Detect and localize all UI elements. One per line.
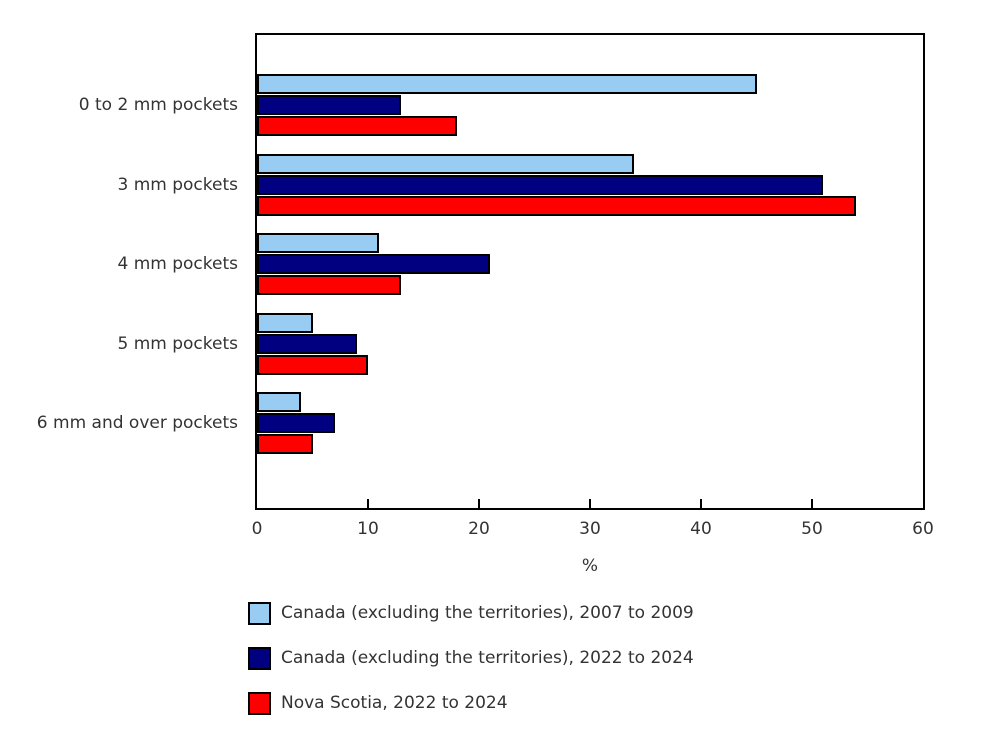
bar-s0-c1 (257, 153, 635, 174)
x-axis-tick-label: 0 (251, 519, 263, 539)
legend-item-0: Canada (excluding the territories), 2007… (248, 601, 694, 625)
plot-area (255, 33, 925, 510)
bar-s0-c0 (257, 74, 757, 94)
legend-item-1: Canada (excluding the territories), 2022… (248, 646, 694, 670)
legend-label: Canada (excluding the territories), 2007… (281, 603, 694, 623)
y-axis-labels: 0 to 2 mm pockets 3 mm pockets 4 mm pocket… (0, 0, 246, 510)
x-axis-tick-label: 50 (801, 519, 823, 539)
x-axis-tick-label: 10 (357, 519, 379, 539)
x-axis-tick (478, 499, 480, 508)
bar-s0-c4 (257, 392, 302, 412)
bar-s1-c4 (257, 413, 335, 433)
legend-swatch-icon (248, 646, 271, 670)
legend-label: Nova Scotia, 2022 to 2024 (281, 693, 508, 713)
bar-s2-c3 (257, 354, 368, 375)
legend: Canada (excluding the territories), 2007… (248, 601, 694, 736)
y-axis-label: 5 mm pockets (117, 333, 238, 354)
chart-container: 0 to 2 mm pockets 3 mm pockets 4 mm pocket… (0, 0, 934, 715)
bar-s1-c0 (257, 95, 402, 115)
bar-s1-c2 (257, 254, 491, 274)
bar-s1-c3 (257, 333, 357, 354)
bar-s2-c4 (257, 434, 313, 454)
x-axis-unit-label: % (581, 556, 599, 576)
legend-item-2: Nova Scotia, 2022 to 2024 (248, 691, 694, 715)
x-axis-tick-label: 60 (912, 519, 934, 539)
bar-s2-c0 (257, 116, 457, 136)
y-axis-label: 0 to 2 mm pockets (78, 95, 238, 115)
bar-s0-c3 (257, 312, 313, 333)
legend-label: Canada (excluding the territories), 2022… (281, 648, 694, 668)
x-axis-tick-labels: 0 10 20 30 40 50 60 (252, 519, 934, 541)
x-axis-tick-label: 40 (690, 519, 712, 539)
y-axis-label: 6 mm and over pockets (36, 413, 238, 433)
y-axis-label: 4 mm pockets (117, 254, 238, 274)
x-axis-tick (589, 499, 591, 508)
x-axis-tick (811, 499, 813, 508)
legend-swatch-icon (248, 691, 271, 715)
y-axis-label: 3 mm pockets (117, 174, 238, 195)
bar-s2-c2 (257, 275, 402, 295)
bar-s0-c2 (257, 233, 380, 253)
x-axis-tick-label: 20 (468, 519, 490, 539)
x-axis-tick (367, 499, 369, 508)
x-axis-tick (700, 499, 702, 508)
bar-s1-c1 (257, 174, 824, 195)
bar-s2-c1 (257, 195, 857, 216)
legend-swatch-icon (248, 601, 271, 625)
x-axis-tick-label: 30 (579, 519, 601, 539)
